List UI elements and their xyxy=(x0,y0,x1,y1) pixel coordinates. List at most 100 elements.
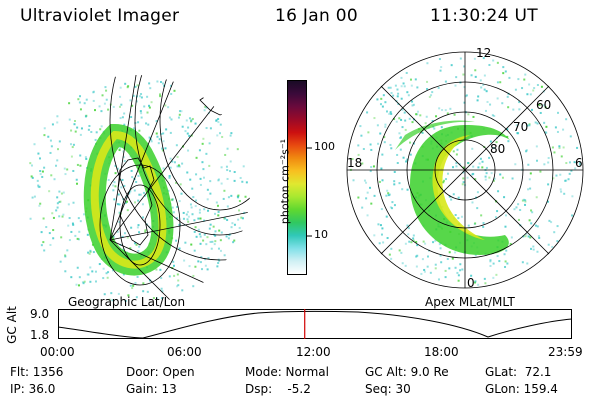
noise-speck xyxy=(106,276,109,279)
noise-speck xyxy=(452,166,455,169)
noise-speck xyxy=(464,95,467,98)
noise-speck xyxy=(410,241,413,244)
noise-speck xyxy=(78,101,81,104)
noise-speck xyxy=(233,239,236,242)
noise-speck xyxy=(380,233,383,236)
noise-speck xyxy=(53,178,56,181)
noise-speck xyxy=(29,217,32,220)
noise-speck xyxy=(351,158,354,161)
noise-speck xyxy=(130,169,133,172)
noise-speck xyxy=(185,213,188,216)
noise-speck xyxy=(454,251,457,254)
noise-speck xyxy=(82,282,85,285)
noise-speck xyxy=(112,235,115,238)
noise-speck xyxy=(178,110,181,113)
noise-speck xyxy=(526,93,529,96)
noise-speck xyxy=(181,162,184,165)
noise-speck xyxy=(181,125,184,128)
noise-speck xyxy=(396,88,399,91)
noise-speck xyxy=(161,290,164,293)
noise-speck xyxy=(398,132,401,135)
noise-speck xyxy=(485,90,488,93)
noise-speck xyxy=(77,238,80,241)
noise-speck xyxy=(123,232,126,235)
noise-speck xyxy=(484,109,487,112)
noise-speck xyxy=(156,80,159,83)
noise-speck xyxy=(450,64,453,67)
noise-speck xyxy=(557,111,560,114)
noise-speck xyxy=(81,281,84,284)
noise-speck xyxy=(49,139,52,142)
noise-speck xyxy=(173,89,176,92)
noise-speck xyxy=(189,203,192,206)
noise-speck xyxy=(567,178,570,181)
noise-speck xyxy=(204,264,207,267)
noise-speck xyxy=(415,255,418,258)
noise-speck xyxy=(453,113,456,116)
noise-speck xyxy=(164,104,167,107)
noise-speck xyxy=(68,239,71,242)
noise-speck xyxy=(357,144,360,147)
noise-speck xyxy=(41,175,44,178)
noise-speck xyxy=(560,190,563,193)
noise-speck xyxy=(71,146,74,149)
noise-speck xyxy=(524,73,527,76)
noise-speck xyxy=(386,110,389,113)
noise-speck xyxy=(543,121,546,124)
noise-speck xyxy=(91,270,94,273)
noise-speck xyxy=(134,85,137,88)
noise-speck xyxy=(548,219,551,222)
noise-speck xyxy=(421,131,424,134)
noise-speck xyxy=(37,184,40,187)
noise-speck xyxy=(389,111,392,114)
noise-speck xyxy=(215,119,218,122)
noise-speck xyxy=(169,157,172,160)
noise-speck xyxy=(524,235,527,238)
noise-speck xyxy=(203,105,206,108)
noise-speck xyxy=(50,174,53,177)
noise-speck xyxy=(120,186,123,189)
noise-speck xyxy=(89,266,92,269)
noise-speck xyxy=(161,147,164,150)
noise-speck xyxy=(437,278,440,281)
noise-speck xyxy=(401,126,404,129)
noise-speck xyxy=(352,179,355,182)
noise-speck xyxy=(363,179,366,182)
noise-speck xyxy=(360,134,363,137)
noise-speck xyxy=(512,108,515,111)
noise-speck xyxy=(449,107,452,110)
noise-speck xyxy=(105,89,108,92)
noise-speck xyxy=(203,109,206,112)
noise-speck xyxy=(182,211,185,214)
noise-speck xyxy=(188,134,191,137)
noise-speck xyxy=(58,201,61,204)
polar-plot xyxy=(346,51,584,289)
noise-speck xyxy=(510,236,513,239)
noise-speck xyxy=(236,195,239,198)
noise-speck xyxy=(423,268,426,271)
noise-speck xyxy=(416,86,419,89)
noise-speck xyxy=(493,177,496,180)
noise-speck xyxy=(524,203,527,206)
noise-speck xyxy=(554,126,557,129)
noise-speck xyxy=(216,204,219,207)
noise-speck xyxy=(238,209,241,212)
noise-speck xyxy=(385,194,388,197)
noise-speck xyxy=(559,188,562,191)
noise-speck xyxy=(167,106,170,109)
noise-speck xyxy=(229,134,232,137)
noise-speck xyxy=(217,247,220,250)
noise-speck xyxy=(219,239,222,242)
noise-speck xyxy=(230,194,233,197)
noise-speck xyxy=(94,138,97,141)
noise-speck xyxy=(455,153,458,156)
noise-speck xyxy=(203,233,206,236)
noise-speck xyxy=(201,161,204,164)
noise-speck xyxy=(216,265,219,268)
noise-speck xyxy=(484,282,487,285)
noise-speck xyxy=(76,266,79,269)
noise-speck xyxy=(239,176,242,179)
noise-speck xyxy=(124,299,127,302)
noise-speck xyxy=(202,176,205,179)
noise-speck xyxy=(58,190,61,193)
